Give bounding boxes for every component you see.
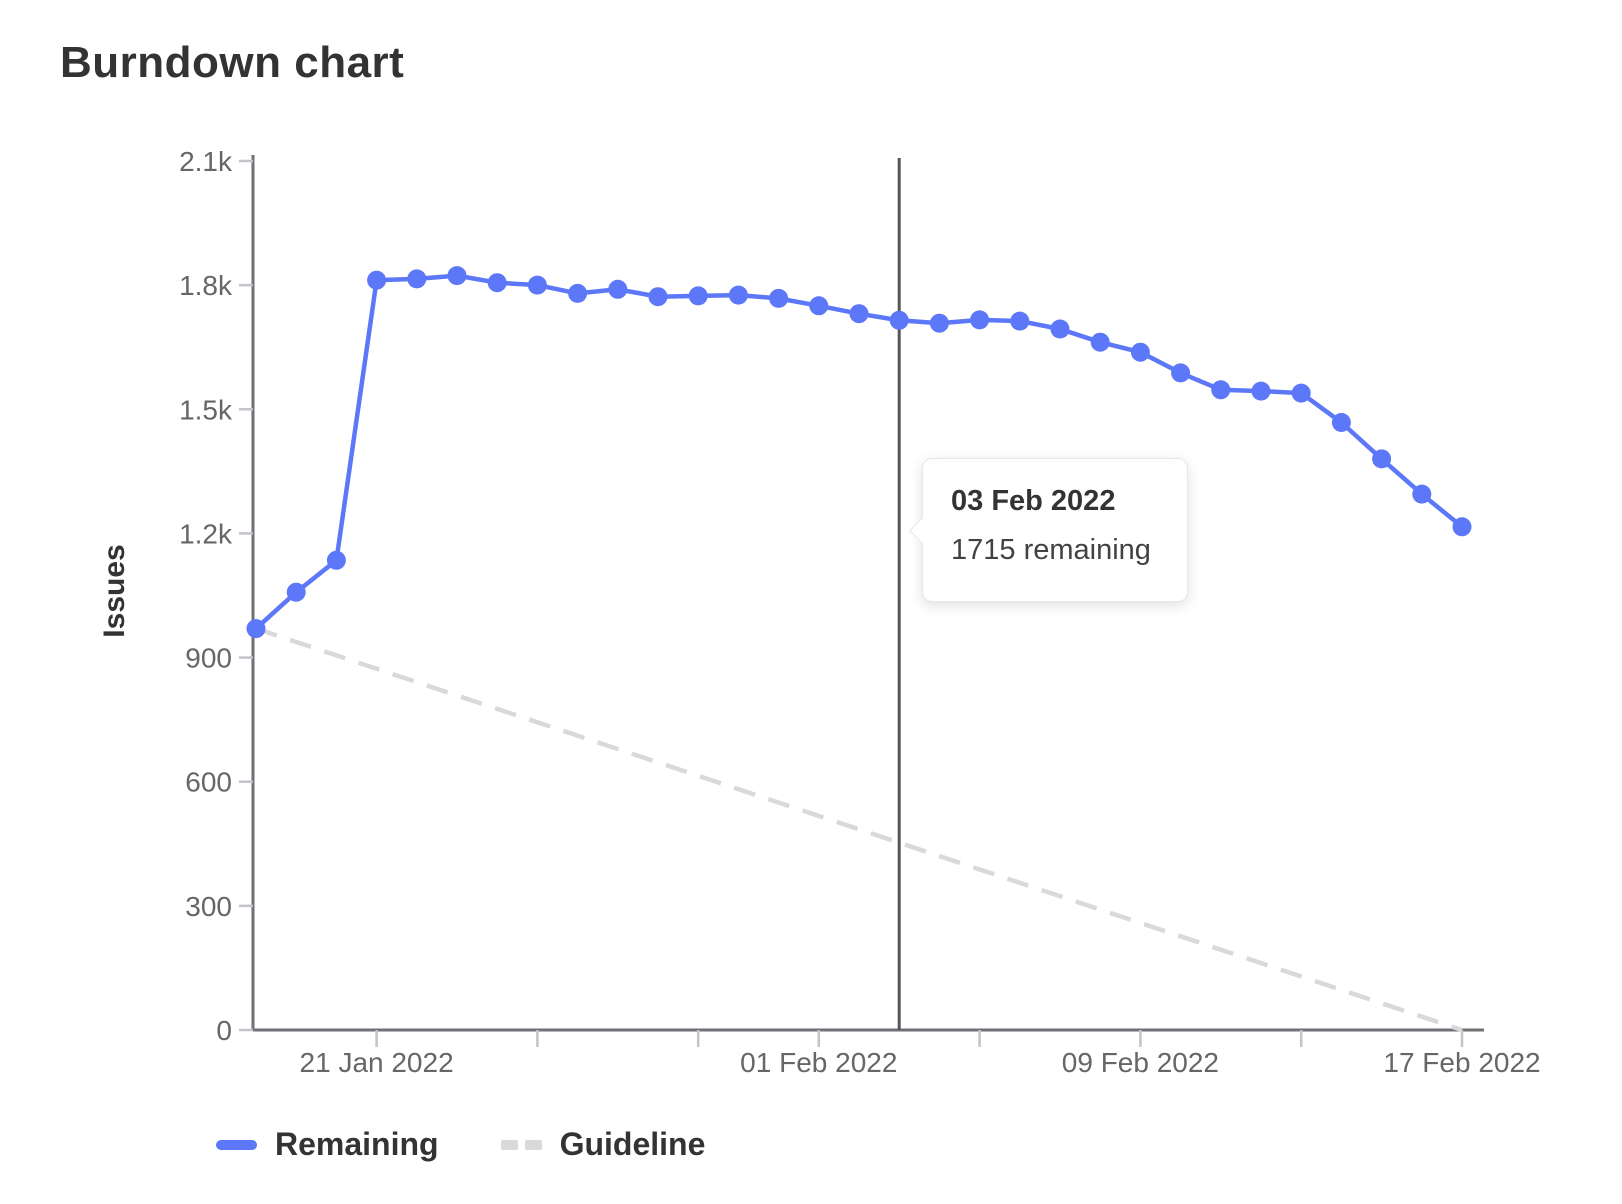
legend-item-guideline[interactable]: Guideline <box>500 1126 706 1163</box>
tooltip-value: 1715 remaining <box>951 534 1151 566</box>
data-point[interactable] <box>688 286 708 306</box>
data-point[interactable] <box>367 270 387 290</box>
x-tick-label: 09 Feb 2022 <box>1062 1047 1219 1078</box>
data-point[interactable] <box>849 304 869 324</box>
data-point[interactable] <box>487 273 507 293</box>
tooltip: 03 Feb 2022 1715 remaining <box>909 458 1188 602</box>
page-title: Burndown chart <box>60 38 405 87</box>
y-tick-label: 1.5k <box>179 394 233 425</box>
data-point[interactable] <box>769 288 789 308</box>
data-point[interactable] <box>527 275 547 295</box>
y-tick-label: 300 <box>185 891 232 922</box>
y-tick-label: 1.8k <box>179 270 233 301</box>
legend-label-guideline: Guideline <box>559 1126 706 1162</box>
data-point[interactable] <box>970 310 990 330</box>
data-point[interactable] <box>1331 413 1351 432</box>
x-tick-label: 17 Feb 2022 <box>1383 1047 1540 1078</box>
data-point[interactable] <box>608 279 628 299</box>
data-point[interactable] <box>568 283 588 303</box>
data-point[interactable] <box>1010 311 1030 331</box>
data-point[interactable] <box>326 550 346 570</box>
data-point[interactable] <box>286 582 306 602</box>
x-tick-label: 01 Feb 2022 <box>740 1047 897 1078</box>
data-point[interactable] <box>1050 319 1070 339</box>
data-point[interactable] <box>728 285 748 305</box>
data-point[interactable] <box>809 296 829 316</box>
data-point[interactable] <box>1251 381 1271 401</box>
legend-item-remaining[interactable]: Remaining <box>216 1126 439 1163</box>
remaining-swatch-icon <box>216 1139 257 1150</box>
data-point[interactable] <box>648 287 668 307</box>
legend: Remaining Guideline <box>216 1126 705 1163</box>
data-point[interactable] <box>1412 484 1432 504</box>
data-point[interactable] <box>1291 383 1311 403</box>
data-point[interactable] <box>1171 363 1191 383</box>
y-tick-label: 0 <box>216 1015 232 1046</box>
legend-label-remaining: Remaining <box>275 1126 439 1162</box>
tooltip-date: 03 Feb 2022 <box>951 485 1116 517</box>
data-point[interactable] <box>889 310 909 330</box>
data-point[interactable] <box>246 619 266 639</box>
y-tick-label: 2.1k <box>179 146 233 177</box>
y-tick-label: 600 <box>185 767 232 798</box>
guideline-line <box>255 626 1463 1033</box>
guideline-dash-icon <box>500 1139 518 1150</box>
x-tick-label: 21 Jan 2022 <box>300 1047 454 1078</box>
remaining-line <box>253 273 1465 631</box>
guideline-dash-icon <box>524 1139 542 1150</box>
data-point[interactable] <box>407 269 427 289</box>
data-point[interactable] <box>1090 332 1110 352</box>
y-tick-label: 900 <box>185 643 232 674</box>
data-point[interactable] <box>1130 342 1150 362</box>
y-tick-label: 1.2k <box>179 518 233 549</box>
data-point[interactable] <box>1211 380 1231 400</box>
data-point[interactable] <box>1372 449 1392 469</box>
guideline-swatch-icon <box>500 1139 542 1150</box>
data-point[interactable] <box>929 313 949 333</box>
data-point[interactable] <box>447 266 467 286</box>
data-point[interactable] <box>1452 517 1472 537</box>
